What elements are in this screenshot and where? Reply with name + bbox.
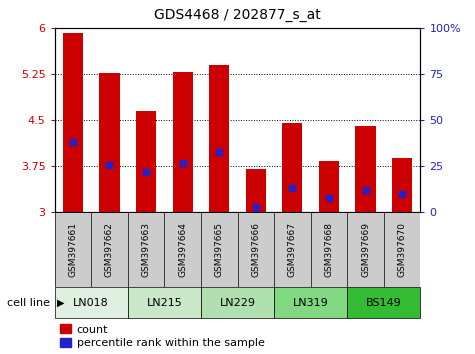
Bar — [99, 73, 120, 212]
Legend: count, percentile rank within the sample: count, percentile rank within the sample — [60, 324, 265, 348]
Text: GSM397666: GSM397666 — [251, 222, 260, 277]
Text: GSM397670: GSM397670 — [398, 222, 407, 277]
Text: GSM397661: GSM397661 — [68, 222, 77, 277]
Text: BS149: BS149 — [366, 298, 402, 308]
Text: LN018: LN018 — [73, 298, 109, 308]
Text: GSM397667: GSM397667 — [288, 222, 297, 277]
FancyBboxPatch shape — [274, 287, 347, 318]
Bar — [392, 158, 412, 212]
Text: GSM397669: GSM397669 — [361, 222, 370, 277]
Text: GSM397665: GSM397665 — [215, 222, 224, 277]
Bar — [355, 126, 376, 212]
FancyBboxPatch shape — [347, 287, 420, 318]
Bar — [282, 124, 303, 212]
Text: GSM397668: GSM397668 — [324, 222, 333, 277]
FancyBboxPatch shape — [55, 287, 128, 318]
Bar — [136, 111, 156, 212]
FancyBboxPatch shape — [128, 287, 201, 318]
Text: GSM397664: GSM397664 — [178, 222, 187, 277]
Bar — [319, 161, 339, 212]
Text: ▶: ▶ — [57, 298, 65, 308]
Text: LN319: LN319 — [293, 298, 329, 308]
Text: GDS4468 / 202877_s_at: GDS4468 / 202877_s_at — [154, 8, 321, 23]
Text: LN229: LN229 — [219, 298, 256, 308]
Bar — [63, 33, 83, 212]
Text: GSM397663: GSM397663 — [142, 222, 151, 277]
Bar — [209, 65, 229, 212]
Bar — [172, 73, 193, 212]
Text: LN215: LN215 — [146, 298, 182, 308]
Bar — [246, 169, 266, 212]
Text: cell line: cell line — [7, 298, 50, 308]
FancyBboxPatch shape — [201, 287, 274, 318]
Text: GSM397662: GSM397662 — [105, 222, 114, 277]
